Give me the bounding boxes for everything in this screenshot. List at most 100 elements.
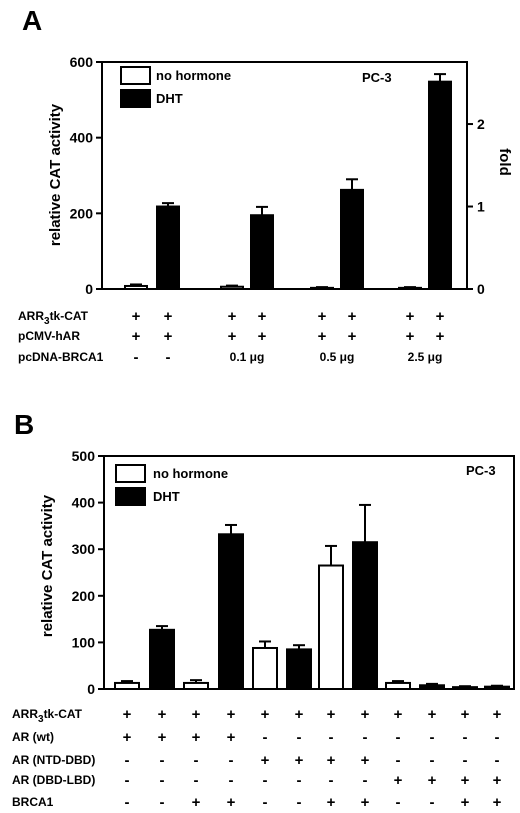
bar-dht [484,685,510,690]
condition-sign: - [194,752,199,769]
brca1-dose-label: 0.1 μg [230,350,265,364]
condition-sign: - [396,729,401,746]
condition-sign: - [263,729,268,746]
bar-dht [286,648,312,691]
condition-sign: - [134,349,139,366]
panel-a-y-axis: 0 200 400 600 [70,54,102,297]
condition-sign: - [125,794,130,811]
legend-label-dht: DHT [156,91,183,106]
condition-sign: - [166,349,171,366]
condition-sign: - [125,772,130,789]
bar-no-hormone [252,646,278,691]
condition-sign: - [396,752,401,769]
legend-label-dht: DHT [153,489,180,504]
condition-sign: + [164,328,173,345]
panel-a-annotation: PC-3 [362,70,392,85]
panel-a-right-axis: 0 1 2 [467,116,485,297]
bar-no-hormone [398,286,422,290]
condition-sign: - [263,772,268,789]
condition-sign: + [361,706,370,723]
condition-label: ARR3tk-CAT [18,309,89,327]
condition-sign: + [348,308,357,325]
panel-b-legend: no hormone DHT [115,464,228,506]
condition-sign: + [227,729,236,746]
bar-dht [452,686,478,690]
condition-sign: + [295,706,304,723]
condition-sign: + [158,706,167,723]
condition-sign: + [132,328,141,345]
condition-sign: + [318,328,327,345]
condition-sign: + [192,706,201,723]
condition-sign: - [329,772,334,789]
condition-sign: + [361,752,370,769]
condition-sign: + [348,328,357,345]
condition-sign: + [227,794,236,811]
condition-sign: + [327,706,336,723]
y-tick-label: 0 [87,681,95,697]
condition-sign: - [495,752,500,769]
condition-sign: + [493,706,502,723]
condition-sign: + [493,772,502,789]
condition-label: pcDNA-BRCA1 [18,350,104,364]
y-tick-label: 400 [72,495,96,511]
right-tick-label: 0 [477,281,485,297]
condition-sign: - [194,772,199,789]
condition-sign: + [192,794,201,811]
legend-label-no-hormone: no hormone [156,68,231,83]
condition-sign: - [463,752,468,769]
panel-b-y-axis-label: relative CAT activity [39,494,56,637]
condition-sign: + [493,794,502,811]
bar-dht [340,188,364,290]
bar-no-hormone [385,681,411,691]
condition-sign: + [428,772,437,789]
condition-sign: + [461,794,470,811]
right-tick-label: 1 [477,199,485,215]
condition-label: AR (wt) [12,730,54,744]
condition-sign: - [363,729,368,746]
y-tick-label: 200 [70,205,94,221]
legend-swatch-dht [120,89,151,108]
bar-no-hormone [124,284,148,290]
bar-dht [156,205,180,290]
condition-sign: + [361,794,370,811]
condition-sign: + [227,706,236,723]
condition-sign: - [229,752,234,769]
bar-dht [250,214,274,291]
condition-sign: - [125,752,130,769]
brca1-dose-label: 2.5 μg [408,350,443,364]
bar-dht [218,533,244,691]
condition-sign: + [436,308,445,325]
y-tick-label: 400 [70,130,94,146]
condition-sign: - [297,794,302,811]
condition-sign: + [318,308,327,325]
condition-sign: - [160,772,165,789]
condition-sign: + [228,328,237,345]
panel-b: B 0 100 200 300 400 500 relative CAT activity… [12,409,515,811]
condition-sign: - [160,752,165,769]
bar-no-hormone [310,286,334,290]
panel-b-annotation: PC-3 [466,463,496,478]
bar-no-hormone [220,285,244,291]
condition-sign: + [158,729,167,746]
condition-sign: + [132,308,141,325]
condition-label: BRCA1 [12,795,54,809]
panel-a-condition-table: ARR3tk-CAT + + + + + + + + pCMV-hAR + + + + + + + + pcDNA-… [18,308,445,366]
condition-sign: + [164,308,173,325]
condition-sign: - [430,794,435,811]
panel-b-condition-table: ARR3tk-CAT + + + + + + + + + + + + AR (wt) + + + + - - - - - - -… [12,706,502,811]
condition-sign: + [461,706,470,723]
bar-no-hormone [183,681,209,691]
bar-dht [428,80,452,290]
y-tick-label: 300 [72,541,96,557]
condition-sign: + [295,752,304,769]
condition-sign: + [123,729,132,746]
condition-label: pCMV-hAR [18,329,80,343]
legend-label-no-hormone: no hormone [153,466,228,481]
y-tick-label: 500 [72,448,96,464]
condition-sign: - [263,794,268,811]
y-tick-label: 200 [72,588,96,604]
condition-sign: - [463,729,468,746]
panel-b-bars [114,503,510,691]
bar-dht [352,541,378,691]
